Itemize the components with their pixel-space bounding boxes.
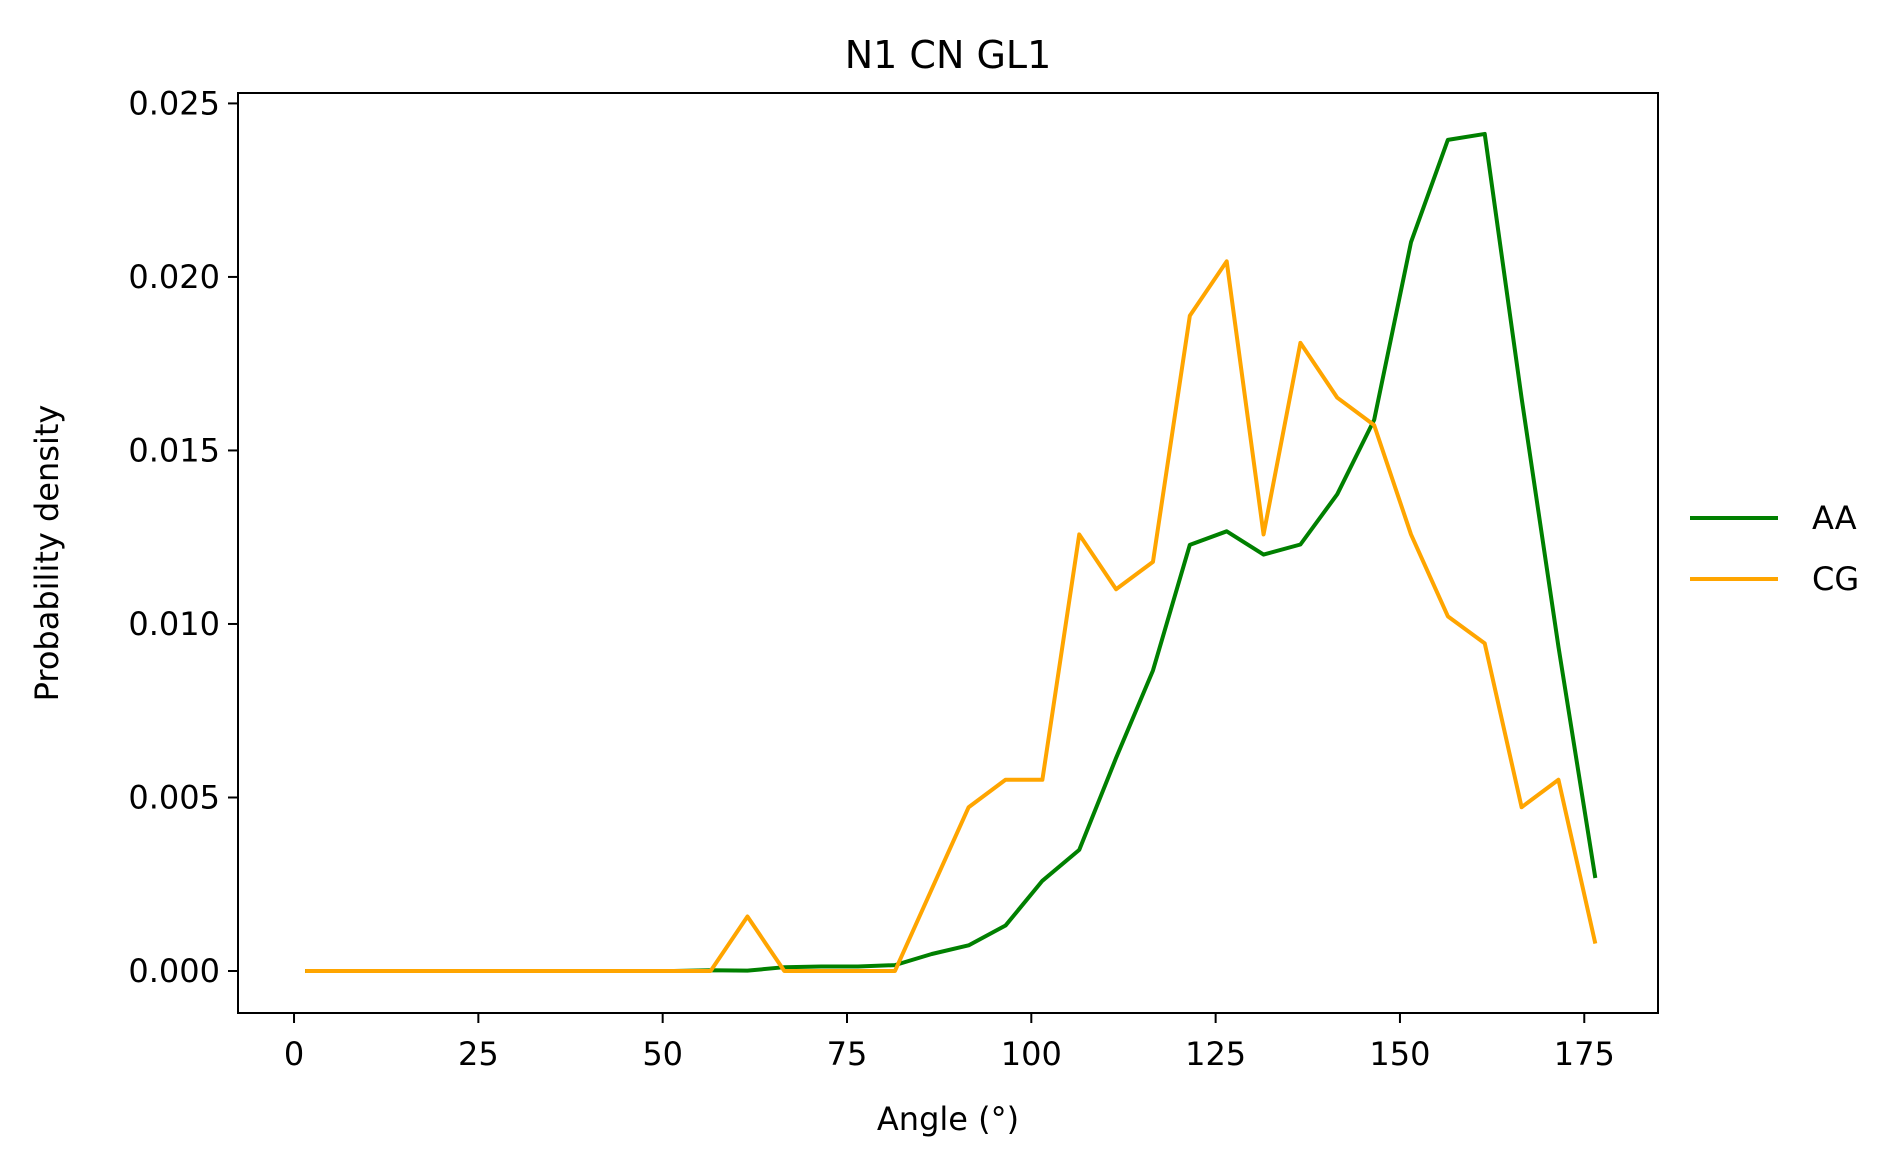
x-tick-label: 175: [1554, 1035, 1615, 1073]
y-tick-label: 0.020: [128, 258, 220, 296]
y-tick-label: 0.025: [128, 84, 220, 122]
legend-label-cg: CG: [1812, 560, 1859, 598]
series-layer: [305, 131, 1598, 974]
x-tick-label: 0: [284, 1035, 304, 1073]
x-tick-label: 25: [458, 1035, 499, 1073]
legend: AA CG: [1690, 499, 1859, 598]
y-axis: 0.000 0.005 0.010 0.015 0.020 0.025: [128, 84, 238, 990]
x-axis-label: Angle (°): [877, 1100, 1019, 1138]
x-axis: 0 25 50 75 100 125 150 175: [284, 1013, 1615, 1073]
plot-frame: [237, 92, 1659, 1014]
y-tick-label: 0.010: [128, 605, 220, 643]
legend-label-aa: AA: [1812, 499, 1857, 537]
y-axis-label: Probability density: [28, 405, 66, 702]
x-tick-label: 50: [642, 1035, 683, 1073]
y-tick-label: 0.015: [128, 431, 220, 469]
chart-title: N1 CN GL1: [845, 33, 1052, 77]
plot-background: [238, 93, 1658, 1013]
x-tick-label: 100: [1001, 1035, 1062, 1073]
x-tick-label: 150: [1369, 1035, 1430, 1073]
x-tick-label: 125: [1185, 1035, 1246, 1073]
y-tick-label: 0.005: [128, 778, 220, 816]
series-line-cg: [305, 259, 1598, 974]
y-tick-label: 0.000: [128, 952, 220, 990]
x-tick-label: 75: [827, 1035, 868, 1073]
